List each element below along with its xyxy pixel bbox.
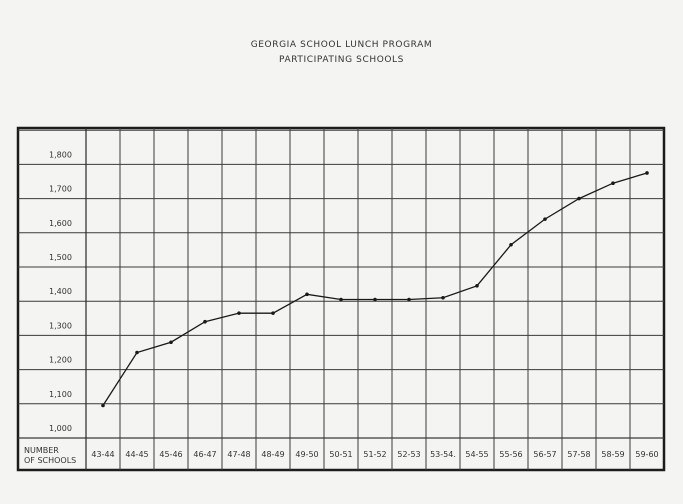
x-axis-label: NUMBER OF SCHOOLS — [24, 446, 76, 465]
y-tick-label: 1,200 — [49, 356, 72, 365]
chart-grid — [16, 126, 666, 472]
x-tick-label: 44-45 — [125, 450, 148, 459]
x-tick-label: 49-50 — [295, 450, 318, 459]
data-point — [441, 295, 445, 300]
data-point — [305, 292, 309, 297]
data-point — [271, 311, 275, 315]
data-point — [237, 311, 241, 315]
data-point — [101, 403, 105, 408]
chart-title-line1: GEORGIA SCHOOL LUNCH PROGRAM — [250, 40, 433, 50]
y-tick-label: 1,000 — [49, 424, 72, 433]
data-point — [135, 350, 139, 355]
chart-series — [101, 171, 649, 408]
y-tick-label: 1,400 — [49, 287, 72, 296]
y-tick-label: 1,600 — [49, 219, 72, 228]
x-tick-label: 53-54. — [430, 450, 456, 459]
data-point — [509, 242, 513, 247]
chart-labels: 1,000 1,100 1,200 1,300 1,400 1,500 1,600 1,700… — [24, 150, 659, 465]
data-point — [475, 284, 479, 288]
x-tick-label: 56-57 — [533, 450, 556, 459]
chart-frame — [16, 126, 666, 472]
y-tick-label: 1,800 — [49, 150, 72, 159]
y-tick-label: 1,500 — [49, 253, 72, 262]
x-tick-label: 45-46 — [159, 450, 182, 459]
y-tick-label: 1,100 — [49, 390, 72, 399]
data-point — [203, 319, 207, 324]
y-tick-label: 1,300 — [49, 321, 72, 330]
data-point — [543, 217, 547, 221]
x-tick-label: 46-47 — [193, 450, 216, 459]
data-point — [577, 196, 581, 201]
x-tick-label: 51-52 — [363, 450, 386, 459]
data-point — [339, 297, 343, 302]
x-tick-label: 52-53 — [397, 450, 420, 459]
data-point — [407, 297, 411, 302]
data-point — [611, 181, 615, 186]
x-tick-label: 48-49 — [261, 450, 284, 459]
x-tick-label: 58-59 — [601, 450, 624, 459]
data-point — [645, 171, 649, 175]
x-tick-label: 43-44 — [91, 450, 114, 459]
data-point — [373, 297, 377, 302]
x-tick-label: 47-48 — [227, 450, 250, 459]
x-axis-label-line: NUMBER — [24, 446, 59, 455]
chart-title-line2: PARTICIPATING SCHOOLS — [279, 55, 404, 65]
x-tick-label: 50-51 — [329, 450, 352, 459]
x-tick-label: 54-55 — [465, 450, 488, 459]
x-tick-label: 57-58 — [567, 450, 590, 459]
y-tick-label: 1,700 — [49, 185, 72, 194]
series-line — [102, 172, 648, 406]
x-tick-label: 59-60 — [635, 450, 658, 459]
x-axis-label-line: OF SCHOOLS — [24, 456, 76, 465]
data-point — [169, 340, 173, 345]
x-tick-label: 55-56 — [499, 450, 522, 459]
